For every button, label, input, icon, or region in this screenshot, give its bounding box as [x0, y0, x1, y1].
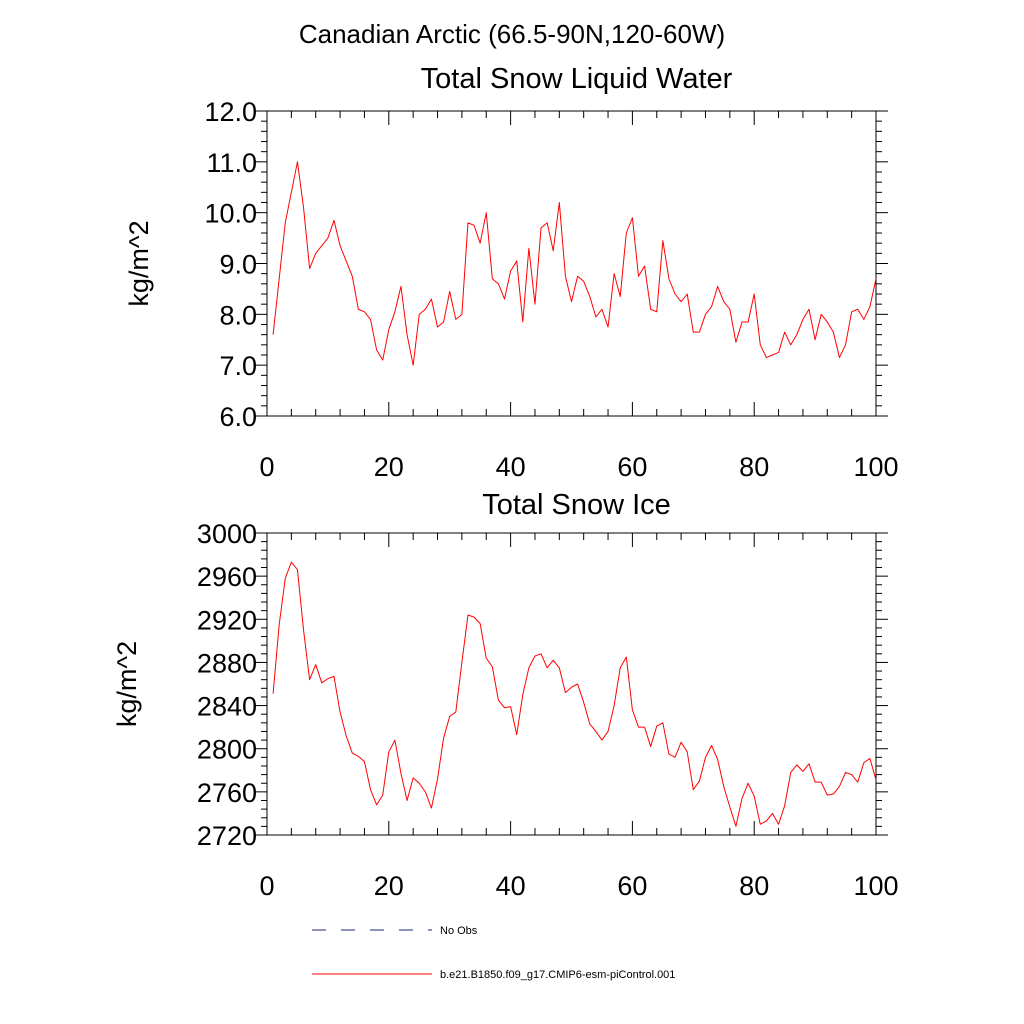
series-line [272, 161, 877, 366]
y-tick-label: 12.0 [204, 97, 257, 127]
y-axis-label: kg/m^2 [112, 641, 142, 727]
legend-label-no-obs: No Obs [440, 925, 478, 937]
y-tick-label: 2720 [197, 821, 257, 851]
y-tick-label: 11.0 [206, 148, 257, 178]
x-tick-label: 0 [259, 871, 274, 901]
plot-frame [266, 110, 877, 417]
x-tick-label: 80 [739, 871, 769, 901]
x-tick-label: 40 [496, 452, 526, 482]
y-tick-label: 7.0 [219, 351, 257, 381]
x-tick-label: 60 [617, 871, 647, 901]
y-axis-label: kg/m^2 [124, 220, 154, 306]
series-line [272, 561, 877, 827]
legend: No Obs b.e21.B1850.f09_g17.CMIP6-esm-piC… [312, 925, 675, 981]
x-tick-label: 100 [853, 871, 898, 901]
panel-snow-liquid-water: Total Snow Liquid Water 0 20 40 60 80 100 6.0 7.… [124, 63, 899, 482]
x-tick-label: 20 [374, 871, 404, 901]
y-tick-label: 2960 [197, 562, 257, 592]
legend-label-model-run: b.e21.B1850.f09_g17.CMIP6-esm-piControl.… [440, 969, 675, 981]
y-tick-label: 3000 [197, 519, 257, 549]
y-tick-label: 9.0 [219, 250, 257, 280]
plot-frame [266, 532, 877, 836]
y-tick-label: 6.0 [219, 402, 257, 432]
x-tick-label: 20 [374, 452, 404, 482]
y-tick-label: 2840 [197, 692, 257, 722]
x-tick-label: 100 [853, 452, 898, 482]
chart-title: Total Snow Liquid Water [421, 63, 733, 95]
x-tick-label: 80 [739, 452, 769, 482]
y-tick-label: 2920 [197, 605, 257, 635]
y-tick-label: 8.0 [219, 300, 257, 330]
x-tick-label: 0 [259, 452, 274, 482]
x-tick-label: 40 [496, 871, 526, 901]
figure-title: Canadian Arctic (66.5-90N,120-60W) [299, 19, 725, 49]
y-tick-label: 10.0 [204, 199, 257, 229]
y-tick-label: 2760 [197, 778, 257, 808]
x-tick-label: 60 [617, 452, 647, 482]
y-tick-label: 2880 [197, 648, 257, 678]
panel-snow-ice: Total Snow Ice 0 20 40 60 80 100 2720 2760 2800 28… [112, 489, 899, 901]
chart-title: Total Snow Ice [482, 489, 671, 521]
y-tick-label: 2800 [197, 735, 257, 765]
